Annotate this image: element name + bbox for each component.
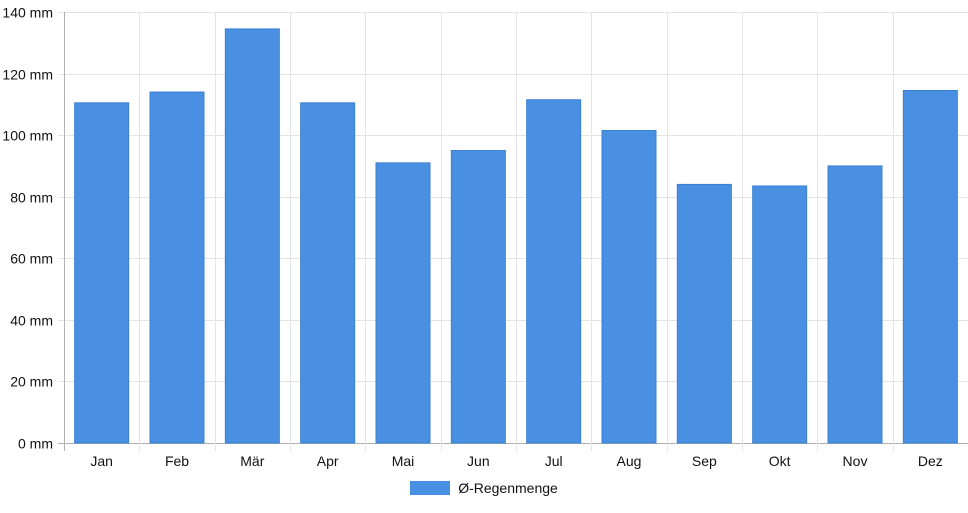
- y-tick-label: 100 mm: [2, 128, 53, 144]
- bar-apr: [300, 102, 356, 444]
- x-tick-label: Nov: [843, 453, 868, 469]
- y-tick-label: 140 mm: [2, 5, 53, 21]
- bar-jul: [526, 99, 582, 444]
- x-tick-label: Okt: [769, 453, 791, 469]
- x-tick-label: Sep: [692, 453, 717, 469]
- x-tick-label: Mär: [240, 453, 264, 469]
- y-tick-label: 120 mm: [2, 67, 53, 83]
- y-tick-label: 60 mm: [10, 251, 53, 267]
- bar-jun: [450, 150, 506, 444]
- x-tick-label: Aug: [617, 453, 642, 469]
- bar-okt: [752, 185, 808, 444]
- x-tick-label: Dez: [918, 453, 943, 469]
- x-tick-label: Jan: [90, 453, 113, 469]
- x-tick-label: Jun: [467, 453, 490, 469]
- bar-aug: [601, 130, 657, 444]
- bar-feb: [149, 91, 205, 444]
- x-tick-label: Jul: [545, 453, 563, 469]
- y-tick-label: 80 mm: [10, 190, 53, 206]
- x-tick-label: Apr: [317, 453, 339, 469]
- bar-jan: [74, 102, 130, 444]
- legend-swatch: [410, 481, 451, 495]
- bar-nov: [827, 165, 883, 444]
- bar-mär: [224, 28, 280, 444]
- legend[interactable]: Ø-Regenmenge: [0, 480, 968, 496]
- y-tick-label: 0 mm: [18, 436, 53, 452]
- y-tick-label: 40 mm: [10, 313, 53, 329]
- legend-label: Ø-Regenmenge: [458, 480, 558, 496]
- bar-dez: [902, 90, 958, 444]
- y-tick-label: 20 mm: [10, 374, 53, 390]
- bar-sep: [676, 183, 732, 444]
- bar-mai: [375, 162, 431, 444]
- x-tick-label: Mai: [392, 453, 415, 469]
- x-tick-label: Feb: [165, 453, 189, 469]
